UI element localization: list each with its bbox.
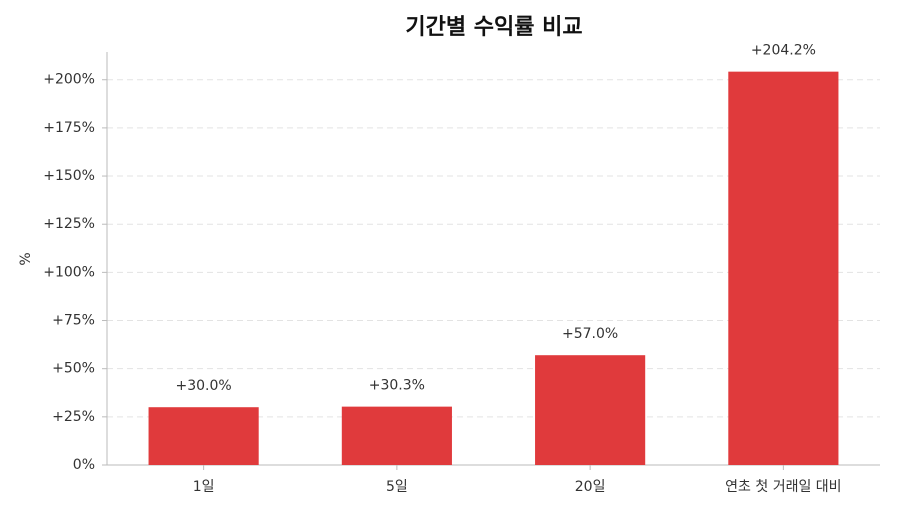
y-tick-label: +125% bbox=[43, 216, 95, 232]
value-label: +30.0% bbox=[176, 378, 232, 394]
x-tick-label: 1일 bbox=[193, 479, 215, 495]
value-label: +204.2% bbox=[751, 43, 816, 59]
bar bbox=[535, 355, 646, 465]
bar bbox=[148, 407, 259, 465]
y-tick-label: 0% bbox=[73, 457, 95, 473]
y-tick-label: +200% bbox=[43, 72, 95, 88]
x-tick-label: 20일 bbox=[575, 479, 606, 495]
y-tick-label: +100% bbox=[43, 264, 95, 280]
chart-title: 기간별 수익률 비교 bbox=[405, 15, 582, 40]
y-tick-label: +75% bbox=[52, 313, 95, 329]
y-tick-label: +150% bbox=[43, 168, 95, 184]
x-tick-label: 연초 첫 거래일 대비 bbox=[725, 479, 841, 495]
y-tick-label: +50% bbox=[52, 361, 95, 377]
bar bbox=[728, 71, 839, 466]
value-label: +30.3% bbox=[369, 378, 425, 394]
y-tick-label: +175% bbox=[43, 120, 95, 136]
x-tick-label: 5일 bbox=[386, 479, 408, 495]
y-tick-label: +25% bbox=[52, 409, 95, 425]
y-axis-label: % bbox=[18, 252, 34, 265]
value-label: +57.0% bbox=[562, 326, 618, 342]
bar bbox=[341, 406, 452, 465]
